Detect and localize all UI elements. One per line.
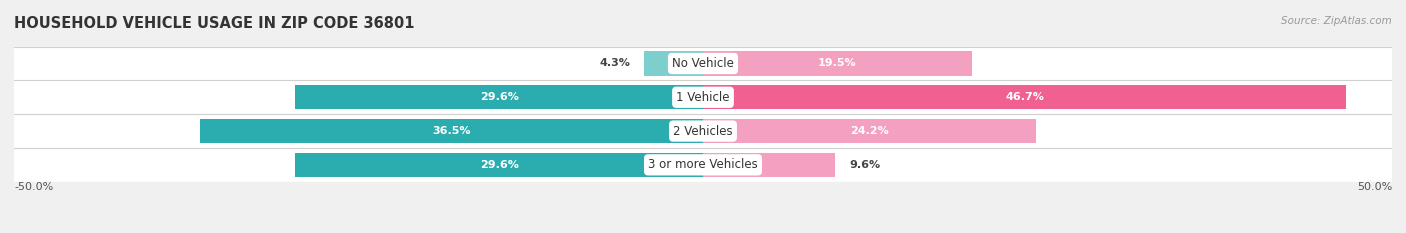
Bar (703, 51, 972, 76)
Text: No Vehicle: No Vehicle (672, 57, 734, 70)
Text: -50.0%: -50.0% (14, 182, 53, 192)
Text: 3 or more Vehicles: 3 or more Vehicles (648, 158, 758, 171)
Text: 4.3%: 4.3% (599, 58, 630, 69)
Text: 24.2%: 24.2% (851, 126, 889, 136)
Text: 2 Vehicles: 2 Vehicles (673, 125, 733, 137)
Bar (644, 51, 703, 76)
Text: 1 Vehicle: 1 Vehicle (676, 91, 730, 104)
Bar (295, 85, 703, 110)
Text: 29.6%: 29.6% (479, 160, 519, 170)
FancyBboxPatch shape (14, 148, 1392, 182)
Text: HOUSEHOLD VEHICLE USAGE IN ZIP CODE 36801: HOUSEHOLD VEHICLE USAGE IN ZIP CODE 3680… (14, 16, 415, 31)
FancyBboxPatch shape (14, 114, 1392, 148)
Text: 46.7%: 46.7% (1005, 92, 1045, 102)
FancyBboxPatch shape (14, 80, 1392, 114)
FancyBboxPatch shape (14, 47, 1392, 80)
Text: 36.5%: 36.5% (432, 126, 471, 136)
Bar (703, 119, 1036, 143)
Text: 9.6%: 9.6% (849, 160, 880, 170)
Text: Source: ZipAtlas.com: Source: ZipAtlas.com (1281, 16, 1392, 26)
Text: 19.5%: 19.5% (818, 58, 856, 69)
Bar (703, 153, 835, 177)
Bar (200, 119, 703, 143)
Bar (703, 85, 1347, 110)
Bar (295, 153, 703, 177)
Text: 29.6%: 29.6% (479, 92, 519, 102)
Text: 50.0%: 50.0% (1357, 182, 1392, 192)
